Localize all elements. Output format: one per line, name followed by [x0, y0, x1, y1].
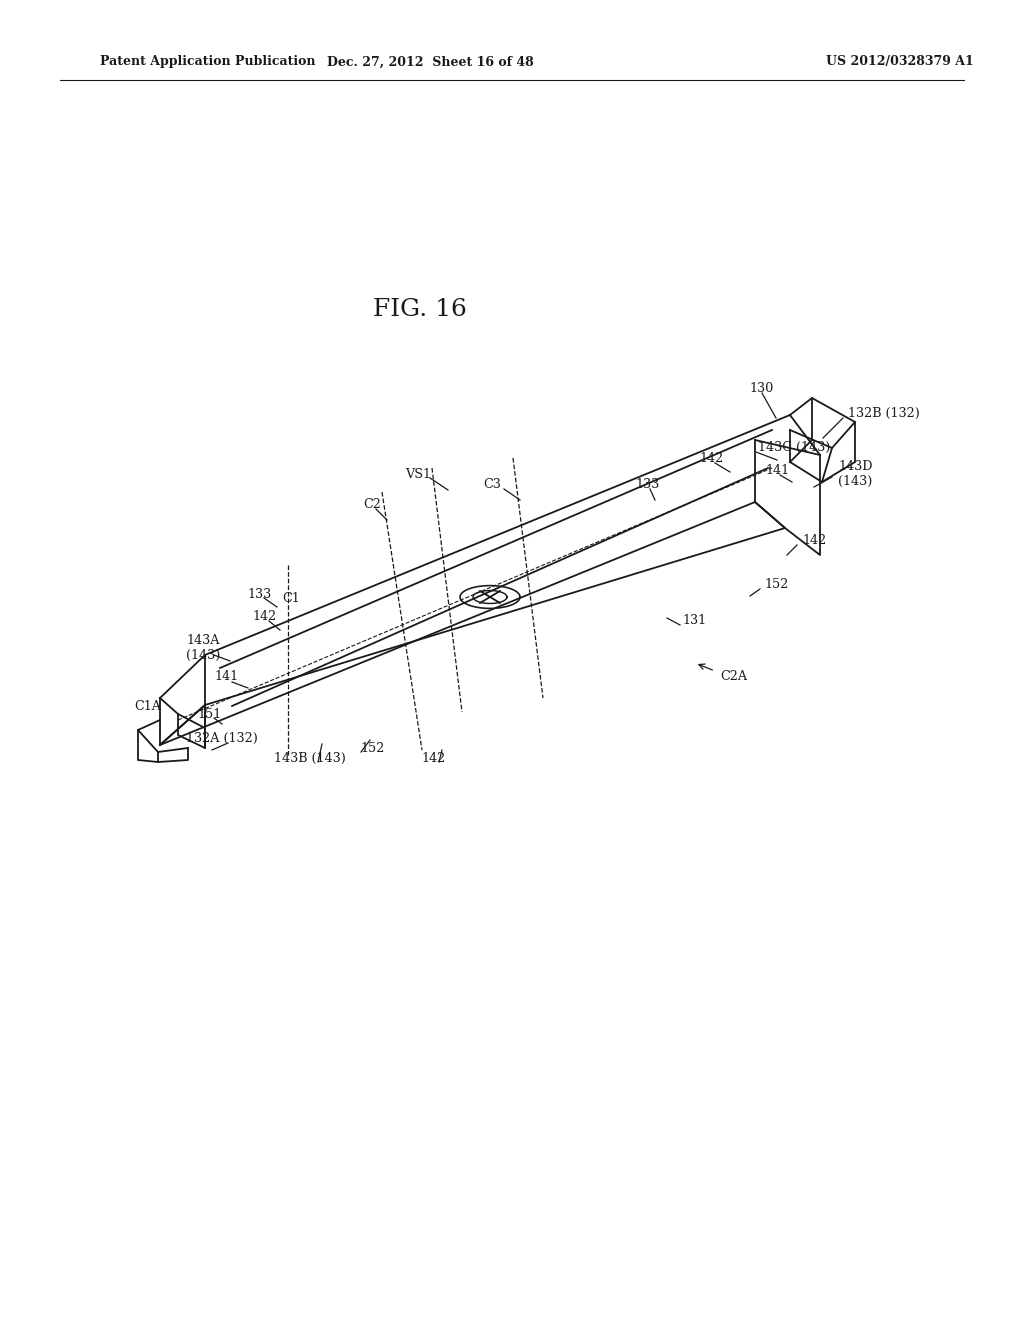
Text: Patent Application Publication: Patent Application Publication [100, 55, 315, 69]
Text: 142: 142 [699, 451, 724, 465]
Text: FIG. 16: FIG. 16 [373, 298, 467, 322]
Text: 132A (132): 132A (132) [186, 731, 258, 744]
Text: 152: 152 [764, 578, 788, 590]
Text: 143A
(143): 143A (143) [185, 634, 220, 663]
Text: 133: 133 [248, 587, 272, 601]
Text: C2A: C2A [720, 671, 748, 684]
Text: 133: 133 [636, 478, 660, 491]
Text: 143B (143): 143B (143) [274, 751, 346, 764]
Text: Dec. 27, 2012  Sheet 16 of 48: Dec. 27, 2012 Sheet 16 of 48 [327, 55, 534, 69]
Text: 143D
(143): 143D (143) [838, 459, 872, 488]
Text: C2: C2 [364, 498, 381, 511]
Text: 132B (132): 132B (132) [848, 407, 920, 420]
Text: US 2012/0328379 A1: US 2012/0328379 A1 [826, 55, 974, 69]
Text: 151: 151 [198, 708, 222, 721]
Text: 142: 142 [422, 751, 446, 764]
Text: 131: 131 [682, 614, 707, 627]
Text: 141: 141 [215, 671, 239, 684]
Text: C1: C1 [282, 591, 300, 605]
Text: C1A: C1A [134, 701, 162, 714]
Text: 143C (143): 143C (143) [758, 441, 830, 454]
Text: 130: 130 [750, 381, 774, 395]
Text: VS1: VS1 [406, 467, 431, 480]
Text: 142: 142 [802, 533, 826, 546]
Text: 152: 152 [360, 742, 384, 755]
Text: 141: 141 [766, 463, 791, 477]
Text: C3: C3 [483, 479, 501, 491]
Text: 142: 142 [253, 610, 278, 623]
